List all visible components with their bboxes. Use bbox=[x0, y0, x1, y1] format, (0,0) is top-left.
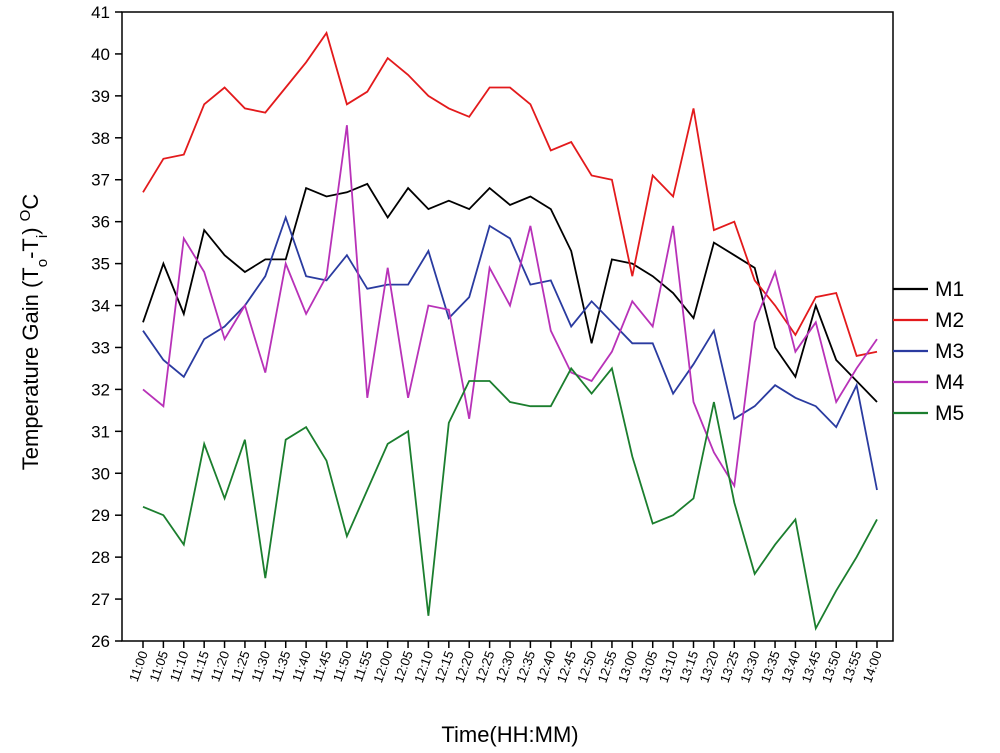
x-axis: 11:0011:0511:1011:1511:2011:2511:3011:35… bbox=[126, 641, 885, 685]
legend-label-m3: M3 bbox=[935, 340, 964, 363]
y-tick-label: 37 bbox=[91, 171, 110, 190]
plot-area bbox=[121, 11, 894, 642]
y-tick-label: 32 bbox=[91, 380, 110, 399]
y-axis: 26 27 28 29 30 31 32 33 34 35 36 37 38 39 40 41 bbox=[91, 3, 122, 651]
legend: M1 M2 M3 M4 M5 bbox=[893, 278, 964, 425]
y-tick-label: 28 bbox=[91, 548, 110, 567]
series-layer bbox=[142, 30, 878, 632]
y-title-sub1: o bbox=[34, 259, 51, 267]
series-line-m3 bbox=[142, 214, 878, 491]
y-tick-label: 39 bbox=[91, 87, 110, 106]
series-line-m5 bbox=[142, 366, 878, 632]
y-tick-label: 29 bbox=[91, 506, 110, 525]
y-tick-label: 40 bbox=[91, 45, 110, 64]
y-title-sup: O bbox=[17, 210, 34, 222]
y-title-close: ) bbox=[18, 227, 43, 234]
plot-frame bbox=[121, 11, 894, 642]
legend-label-m2: M2 bbox=[935, 309, 964, 332]
y-tick-label: 31 bbox=[91, 422, 110, 441]
legend-label-m5: M5 bbox=[935, 402, 964, 425]
y-tick-label: 27 bbox=[91, 590, 110, 609]
y-tick-label: 26 bbox=[91, 632, 110, 651]
y-title-unit: C bbox=[18, 194, 43, 210]
legend-label-m4: M4 bbox=[935, 371, 964, 394]
y-tick-label: 36 bbox=[91, 213, 110, 232]
y-tick-label: 38 bbox=[91, 129, 110, 148]
y-tick-label: 35 bbox=[91, 255, 110, 274]
series-line-m4 bbox=[142, 125, 878, 489]
y-title-mid: -T bbox=[18, 238, 43, 259]
x-axis-title: Time(HH:MM) bbox=[441, 722, 578, 747]
y-tick-label: 41 bbox=[91, 3, 110, 22]
y-title-prefix: Temperature Gain (T bbox=[18, 267, 43, 470]
y-axis-title: Temperature Gain (To-Ti) OC bbox=[17, 194, 51, 471]
y-title-sub2: i bbox=[34, 235, 51, 238]
series-line-m1 bbox=[142, 182, 878, 403]
series-line-m2 bbox=[142, 30, 878, 357]
y-tick-label: 33 bbox=[91, 338, 110, 357]
y-tick-label: 34 bbox=[91, 297, 110, 316]
y-tick-label: 30 bbox=[91, 464, 110, 483]
legend-label-m1: M1 bbox=[935, 278, 964, 301]
